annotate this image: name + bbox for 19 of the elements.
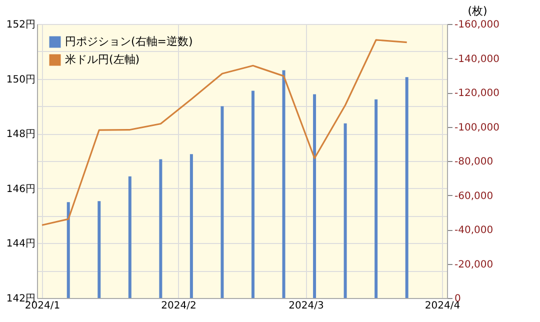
y-tick-label: 150円: [6, 74, 36, 86]
y-tick-label: 146円: [6, 184, 36, 195]
y2-tick-label: -100,000: [454, 122, 500, 134]
x-tick-label: 2024/3: [288, 300, 324, 312]
y2-tick-label: -40,000: [454, 225, 494, 236]
y2-tick-label: -80,000: [454, 156, 494, 168]
y-tick-label: 152円: [6, 20, 36, 30]
legend-label: 円ポジション(右軸=逆数): [65, 35, 193, 48]
legend-label: 米ドル円(左軸): [65, 53, 140, 66]
y-tick-label: 144円: [6, 238, 36, 250]
y2-tick-label: -60,000: [454, 190, 494, 202]
y-tick-label: 148円: [6, 129, 36, 140]
y2-tick-label: -20,000: [454, 259, 494, 270]
y2-tick-label: -120,000: [454, 88, 500, 99]
y2-axis-title: (枚): [468, 4, 488, 18]
x-tick-label: 2024/2: [161, 300, 196, 312]
y2-tick-label: -160,000: [454, 20, 500, 30]
y2-tick-label: -140,000: [454, 54, 500, 65]
x-tick-label: 2024/4: [424, 300, 460, 312]
